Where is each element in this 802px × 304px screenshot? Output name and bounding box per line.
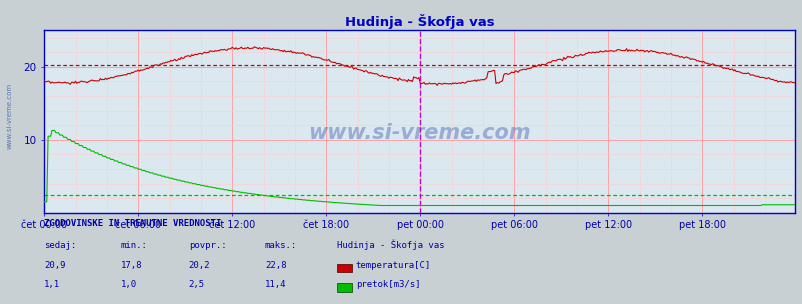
Text: 20,2: 20,2 — [188, 261, 210, 270]
Text: povpr.:: povpr.: — [188, 241, 226, 250]
Text: pretok[m3/s]: pretok[m3/s] — [355, 280, 419, 289]
Title: Hudinja - Škofja vas: Hudinja - Škofja vas — [344, 14, 494, 29]
Text: 17,8: 17,8 — [120, 261, 142, 270]
Text: 22,8: 22,8 — [265, 261, 286, 270]
Text: temperatura[C]: temperatura[C] — [355, 261, 431, 270]
Text: maks.:: maks.: — [265, 241, 297, 250]
Text: www.si-vreme.com: www.si-vreme.com — [6, 82, 12, 149]
Text: min.:: min.: — [120, 241, 147, 250]
Text: www.si-vreme.com: www.si-vreme.com — [308, 123, 530, 143]
Text: 2,5: 2,5 — [188, 280, 205, 289]
Text: 1,0: 1,0 — [120, 280, 136, 289]
Text: 1,1: 1,1 — [44, 280, 60, 289]
Text: 11,4: 11,4 — [265, 280, 286, 289]
Text: ZGODOVINSKE IN TRENUTNE VREDNOSTI: ZGODOVINSKE IN TRENUTNE VREDNOSTI — [44, 219, 221, 229]
Text: Hudinja - Škofja vas: Hudinja - Škofja vas — [337, 239, 444, 250]
Text: sedaj:: sedaj: — [44, 241, 76, 250]
Text: 20,9: 20,9 — [44, 261, 66, 270]
